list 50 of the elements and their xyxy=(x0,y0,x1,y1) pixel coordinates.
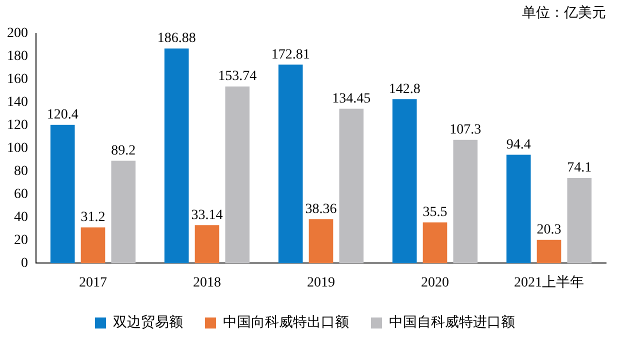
y-tick-label: 80 xyxy=(14,164,28,179)
y-tick-label: 100 xyxy=(7,140,28,156)
data-label: 142.8 xyxy=(388,82,420,97)
data-label: 153.74 xyxy=(218,69,257,84)
x-tick-label: 2019 xyxy=(307,275,335,290)
bar xyxy=(50,124,75,264)
y-tick-label: 60 xyxy=(14,186,28,202)
data-label: 74.1 xyxy=(567,160,592,176)
data-label: 38.36 xyxy=(305,202,337,217)
data-label: 186.88 xyxy=(157,31,196,46)
bar xyxy=(422,222,448,264)
bar xyxy=(339,108,364,264)
bar xyxy=(80,227,106,264)
text: 单位：亿美元 xyxy=(522,4,606,22)
y-tick-label: 200 xyxy=(7,26,28,42)
y-tick-label: 40 xyxy=(14,210,28,225)
legend-label: 中国向科威特出口额 xyxy=(223,314,349,331)
data-label: 89.2 xyxy=(111,143,136,158)
data-label: 31.2 xyxy=(80,210,106,226)
y-tick-label: 0 xyxy=(21,256,28,271)
x-tick-label: 2021上半年 xyxy=(514,274,584,290)
y-tick-label: 180 xyxy=(7,49,28,64)
data-label: 120.4 xyxy=(46,108,78,123)
y-tick-label: 140 xyxy=(7,95,28,110)
x-tick-label: 2017 xyxy=(79,275,107,290)
x-tick-label: 2018 xyxy=(193,275,221,290)
data-label: 172.81 xyxy=(271,47,310,62)
bar xyxy=(392,99,417,264)
bar xyxy=(536,240,562,264)
bar xyxy=(278,64,303,264)
legend-label: 中国自科威特进口额 xyxy=(389,314,515,331)
y-tick-label: 120 xyxy=(7,118,28,133)
bar xyxy=(567,178,592,264)
data-label: 20.3 xyxy=(536,222,562,238)
bar xyxy=(453,140,478,264)
data-label: 107.3 xyxy=(450,122,482,138)
data-label: 35.5 xyxy=(422,205,448,220)
y-tick-label: 160 xyxy=(7,72,28,88)
bar xyxy=(308,219,334,264)
data-label: 33.14 xyxy=(191,208,223,223)
bar xyxy=(194,225,220,264)
x-tick-label: 2020 xyxy=(421,275,449,290)
data-label: 94.4 xyxy=(506,137,531,152)
bar xyxy=(506,154,531,264)
bar xyxy=(164,48,189,264)
data-label: 134.45 xyxy=(332,91,371,106)
bar xyxy=(111,160,136,264)
legend-label: 双边贸易额 xyxy=(113,314,183,331)
y-tick-label: 20 xyxy=(14,232,28,248)
bar xyxy=(225,86,250,264)
